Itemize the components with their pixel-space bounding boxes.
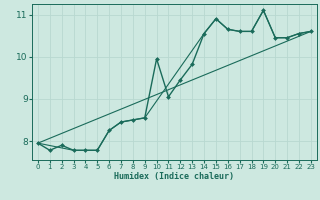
X-axis label: Humidex (Indice chaleur): Humidex (Indice chaleur) <box>115 172 234 181</box>
